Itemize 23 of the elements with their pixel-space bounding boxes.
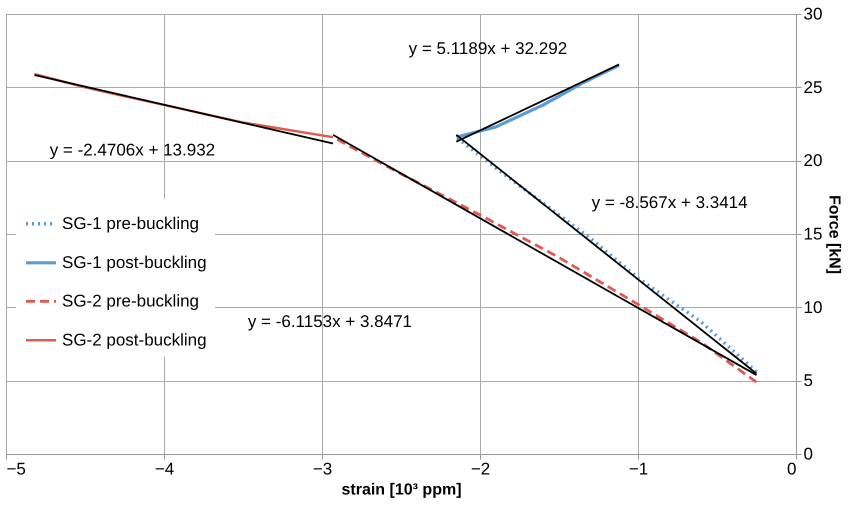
legend-label: SG-2 post-buckling [62,330,207,350]
y-tick-label: 15 [804,224,822,244]
x-tick-label: −4 [154,460,174,478]
x-tick-label: −3 [312,460,332,478]
y-tick-label: 25 [804,78,822,97]
y-tick-label: 20 [804,151,822,170]
annotation: y = -6.1153x + 3.8471 [248,312,412,331]
y-tick-label: 30 [804,4,822,24]
annotation: y = 5.1189x + 32.292 [408,39,568,58]
legend-label: SG-2 pre-buckling [62,291,200,310]
y-tick-label: 10 [804,298,822,317]
x-axis-title: strain [10³ ppm] [341,482,462,498]
y-tick-label: 0 [804,444,813,464]
annotation: y = -8.567x + 3.3414 [592,193,748,212]
x-tick-label: −5 [6,460,26,478]
x-tick-label: −2 [470,460,490,478]
x-tick-label: 0 [787,460,796,478]
legend-label: SG-1 pre-buckling [62,214,200,233]
y-axis-title: Force [kN] [825,194,842,274]
legend-label: SG-1 post-buckling [62,252,207,272]
y-tick-label: 5 [804,371,813,390]
x-tick-label: −1 [628,460,648,478]
annotation: y = -2.4706x + 13.932 [50,140,216,160]
